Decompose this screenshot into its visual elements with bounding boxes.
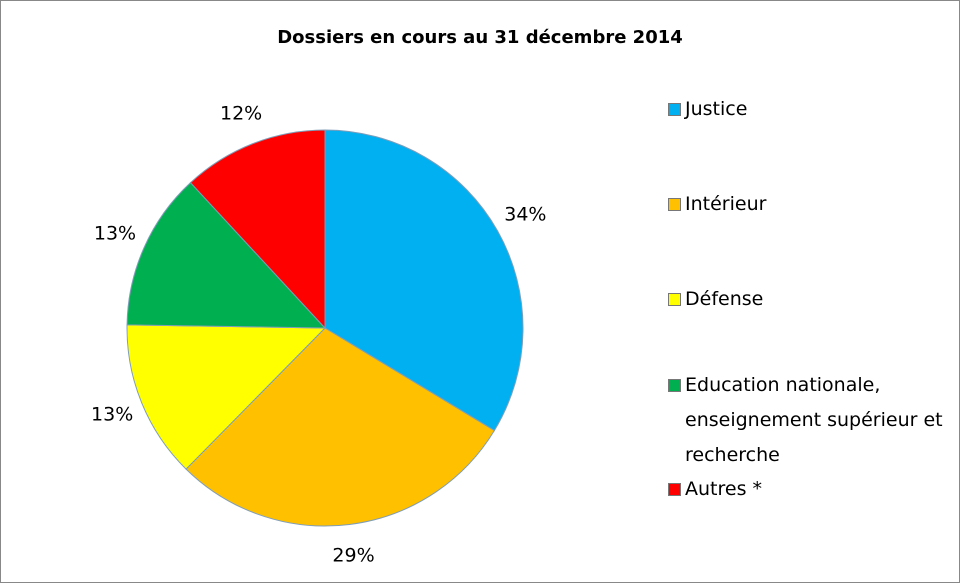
legend-label: Education nationale, enseignement supéri…	[685, 374, 943, 466]
data-label: 29%	[332, 545, 374, 567]
legend-label: Défense	[685, 288, 764, 310]
legend-item: Autres *	[668, 472, 953, 507]
legend-label: Intérieur	[685, 193, 767, 215]
data-label: 12%	[220, 102, 262, 124]
pie-slice	[324, 129, 524, 432]
legend-item: Education nationale, enseignement supéri…	[668, 368, 953, 473]
legend-item: Défense	[668, 282, 953, 317]
chart-title: Dossiers en cours au 31 décembre 2014	[277, 27, 683, 48]
pie-slice	[189, 129, 326, 330]
data-label: 13%	[94, 223, 136, 245]
pie-slice	[185, 327, 496, 527]
legend-swatch	[668, 483, 681, 496]
pie-slice	[126, 324, 327, 470]
data-label: 34%	[504, 204, 546, 226]
legend-item: Intérieur	[668, 187, 953, 222]
legend-label: Autres *	[685, 478, 763, 500]
pie-slice	[126, 181, 327, 329]
legend-swatch	[668, 198, 681, 211]
legend-swatch	[668, 379, 681, 392]
legend-item: Justice	[668, 92, 953, 127]
legend-swatch	[668, 293, 681, 306]
data-label: 13%	[91, 404, 133, 426]
legend-label: Justice	[685, 98, 748, 120]
legend-swatch	[668, 103, 681, 116]
